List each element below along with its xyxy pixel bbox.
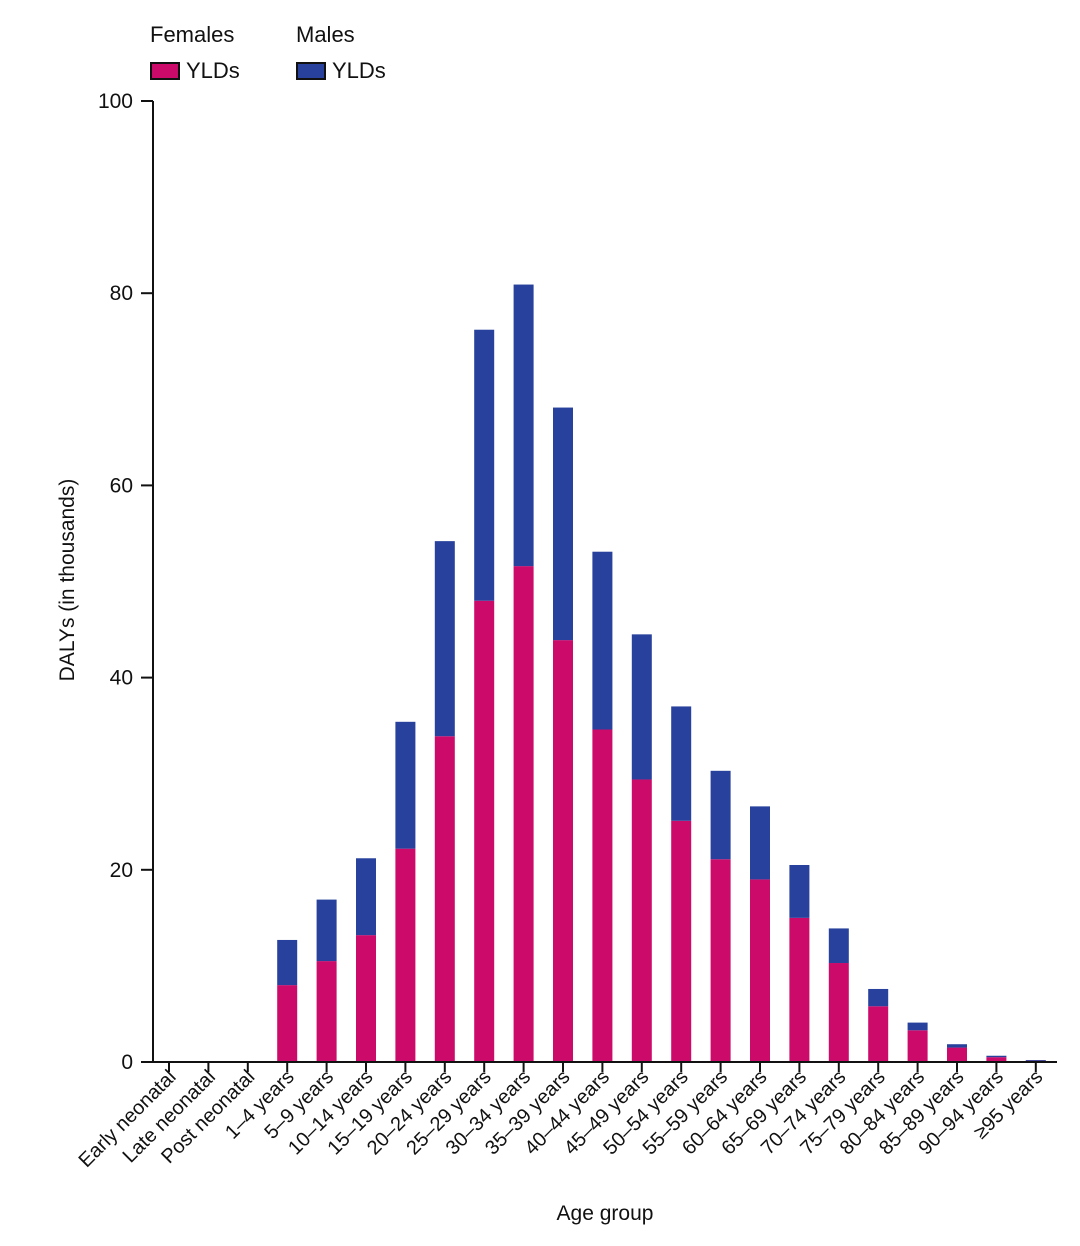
bar-segment-males bbox=[277, 939, 298, 986]
bar-segment-males bbox=[1025, 1060, 1046, 1061]
bar-segment-females bbox=[631, 779, 652, 1062]
bars-layer bbox=[277, 284, 1046, 1062]
bar-segment-females bbox=[316, 961, 337, 1062]
bar-segment-males bbox=[789, 864, 810, 918]
bar-segment-females bbox=[474, 600, 495, 1062]
bar-segment-females bbox=[592, 729, 613, 1062]
bar-segment-females bbox=[907, 1030, 928, 1062]
y-tick-label: 0 bbox=[121, 1051, 133, 1074]
bar-segment-females bbox=[868, 1006, 889, 1062]
bar-segment-females bbox=[828, 963, 849, 1062]
bar-segment-females bbox=[553, 640, 573, 1062]
legend-title-females: Females bbox=[150, 22, 235, 47]
bar-segment-males bbox=[474, 329, 495, 601]
y-tick-label: 100 bbox=[98, 90, 133, 113]
bar-segment-females bbox=[986, 1057, 1007, 1062]
bar-segment-females bbox=[434, 736, 455, 1062]
bar-segment-males bbox=[434, 541, 455, 737]
y-axis-title: DALYs (in thousands) bbox=[56, 478, 79, 682]
legend-title-males: Males bbox=[296, 22, 355, 47]
bar-segment-females bbox=[750, 879, 770, 1062]
legend-label-females: YLDs bbox=[186, 58, 240, 83]
y-tick-label: 40 bbox=[110, 667, 133, 690]
bar-segment-females bbox=[947, 1047, 967, 1062]
bar-segment-females bbox=[710, 859, 731, 1062]
bar-segment-males bbox=[710, 770, 731, 860]
legend-item-females: YLDs bbox=[150, 58, 240, 84]
bar-segment-males bbox=[907, 1022, 928, 1031]
bar-segment-males bbox=[868, 988, 889, 1007]
bar-segment-females bbox=[789, 917, 810, 1062]
bar-segment-females bbox=[513, 566, 534, 1062]
legend-label-males: YLDs bbox=[332, 58, 386, 83]
axes-layer bbox=[141, 100, 1057, 1072]
x-axis-title: Age group bbox=[556, 1202, 654, 1225]
bar-segment-males bbox=[395, 721, 416, 849]
y-tick-label: 80 bbox=[110, 282, 133, 305]
bar-segment-males bbox=[631, 634, 652, 780]
bar-segment-males bbox=[947, 1044, 967, 1048]
bar-segment-males bbox=[750, 806, 770, 880]
bar-segment-females bbox=[395, 848, 416, 1062]
bar-segment-males bbox=[553, 407, 573, 641]
legend-swatch-females bbox=[150, 62, 180, 80]
legend-swatch-males bbox=[296, 62, 326, 80]
y-tick-label: 20 bbox=[110, 859, 133, 882]
bar-segment-males bbox=[316, 899, 337, 962]
bar-segment-females bbox=[671, 820, 692, 1062]
bar-segment-males bbox=[828, 928, 849, 964]
legend-item-males: YLDs bbox=[296, 58, 386, 84]
bar-segment-females bbox=[277, 985, 298, 1062]
bar-segment-males bbox=[513, 284, 534, 567]
bar-segment-males bbox=[671, 706, 692, 821]
y-tick-label: 60 bbox=[110, 474, 133, 497]
bar-segment-males bbox=[592, 551, 613, 730]
bar-segment-males bbox=[356, 858, 376, 936]
bar-segment-females bbox=[356, 935, 376, 1062]
bar-segment-males bbox=[986, 1055, 1007, 1058]
